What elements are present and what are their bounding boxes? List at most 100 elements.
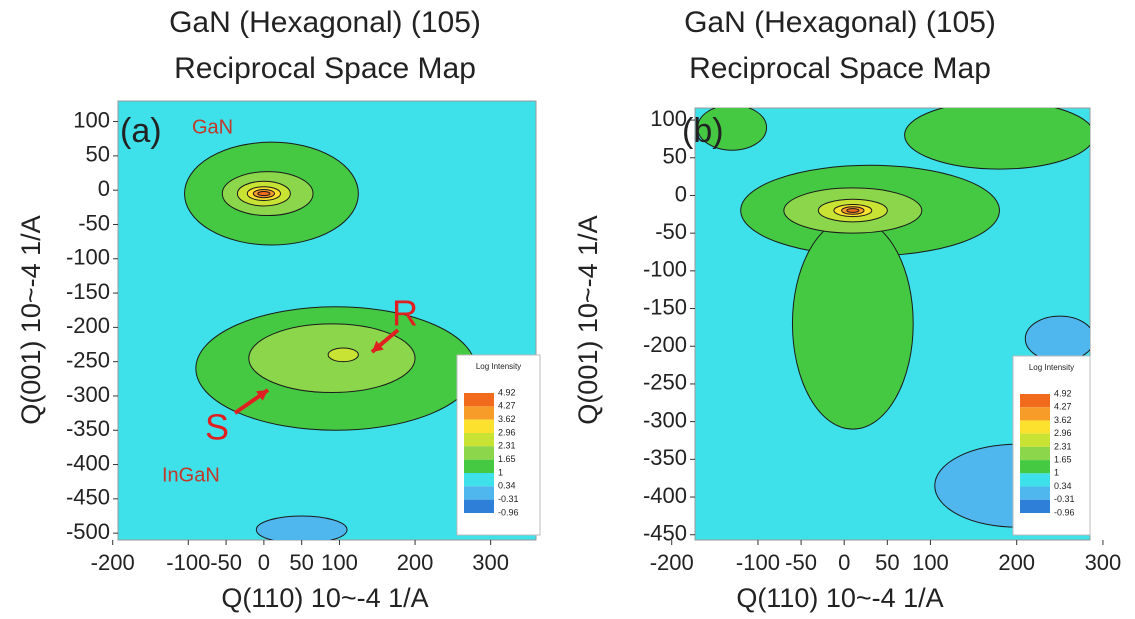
colorbar-swatch bbox=[464, 433, 494, 447]
y-tick-label: -500 bbox=[66, 519, 110, 544]
y-tick-label: -250 bbox=[66, 347, 110, 372]
colorbar-swatch bbox=[464, 419, 494, 433]
contour-region bbox=[257, 191, 271, 197]
y-tick-label: -300 bbox=[66, 382, 110, 407]
x-tick-label: 100 bbox=[912, 550, 949, 575]
y-tick-label: -100 bbox=[66, 245, 110, 270]
y-tick-label: -450 bbox=[643, 521, 687, 546]
annotation: (a) bbox=[120, 112, 162, 150]
colorbar-swatch bbox=[1020, 407, 1050, 421]
y-tick-label: -150 bbox=[66, 279, 110, 304]
x-tick-label: 300 bbox=[472, 550, 509, 575]
x-tick-label: 0 bbox=[258, 550, 270, 575]
colorbar-label: 0.34 bbox=[1054, 481, 1072, 491]
colorbar-swatch bbox=[464, 473, 494, 487]
colorbar-label: 1 bbox=[1054, 468, 1059, 478]
colorbar-swatch bbox=[464, 446, 494, 460]
x-tick-label: 200 bbox=[998, 550, 1035, 575]
colorbar-swatch bbox=[1020, 473, 1050, 487]
x-tick-label: -200 bbox=[91, 550, 135, 575]
contour-region bbox=[255, 515, 348, 540]
x-tick-label: -100 bbox=[736, 550, 780, 575]
colorbar-label: 4.27 bbox=[498, 401, 516, 411]
x-tick-label: 200 bbox=[397, 550, 434, 575]
contour-region bbox=[697, 108, 768, 151]
colorbar-swatch bbox=[1020, 446, 1050, 461]
y-tick-label: -350 bbox=[66, 416, 110, 441]
x-tick-label: 100 bbox=[321, 550, 358, 575]
x-tick-label: 300 bbox=[1085, 550, 1122, 575]
contour-region bbox=[327, 347, 359, 363]
contour-region bbox=[1024, 315, 1090, 362]
arrow-head bbox=[256, 390, 268, 401]
x-tick-label: -200 bbox=[650, 550, 694, 575]
colorbar-label: 1 bbox=[498, 467, 503, 477]
colorbar-label: 4.27 bbox=[1054, 402, 1072, 412]
colorbar-title: Log Intensity bbox=[1029, 363, 1074, 372]
colorbar-label: 2.96 bbox=[498, 427, 516, 437]
y-tick-label: -200 bbox=[66, 313, 110, 338]
colorbar-swatch bbox=[464, 459, 494, 473]
x-tick-label: 50 bbox=[289, 550, 313, 575]
colorbar-swatch bbox=[1020, 460, 1050, 474]
arrow-head bbox=[372, 340, 384, 352]
colorbar-swatch bbox=[1020, 433, 1050, 447]
colorbar-title: Log Intensity bbox=[476, 362, 521, 371]
x-tick-label: -50 bbox=[210, 550, 242, 575]
y-axis-label: Q(001) 10~-4 1/A bbox=[16, 215, 46, 424]
colorbar-label: 1.65 bbox=[498, 454, 516, 464]
annotation: (b) bbox=[682, 112, 724, 150]
x-tick-label: 50 bbox=[875, 550, 899, 575]
y-tick-label: -350 bbox=[643, 445, 687, 470]
y-tick-label: -450 bbox=[66, 485, 110, 510]
colorbar-swatch bbox=[464, 499, 494, 513]
colorbar-swatch bbox=[1020, 394, 1050, 408]
y-tick-label: -250 bbox=[643, 370, 687, 395]
contour-regions bbox=[697, 108, 1090, 528]
chart-title: GaN (Hexagonal) (105) bbox=[169, 6, 481, 39]
colorbar-label: 3.62 bbox=[498, 414, 516, 424]
annotation: R bbox=[392, 293, 418, 334]
annotation: S bbox=[205, 407, 229, 448]
colorbar-label: 1.65 bbox=[1054, 454, 1072, 464]
chart-title: GaN (Hexagonal) (105) bbox=[684, 6, 996, 39]
x-tick-label: -50 bbox=[785, 550, 817, 575]
colorbar-swatch bbox=[464, 486, 494, 500]
chart-subtitle: Reciprocal Space Map bbox=[174, 52, 476, 85]
colorbar-swatch bbox=[464, 393, 494, 407]
y-tick-label: -50 bbox=[78, 210, 110, 235]
colorbar-label: 4.92 bbox=[498, 387, 516, 397]
colorbar-label: 2.31 bbox=[498, 441, 516, 451]
y-tick-label: 0 bbox=[675, 181, 687, 206]
x-axis-label: Q(110) 10~-4 1/A bbox=[736, 583, 943, 613]
y-tick-label: -200 bbox=[643, 332, 687, 357]
x-tick-label: -100 bbox=[166, 550, 210, 575]
colorbar-label: 4.92 bbox=[1054, 388, 1072, 398]
colorbar-label: 2.31 bbox=[1054, 441, 1072, 451]
chart-subtitle: Reciprocal Space Map bbox=[689, 52, 991, 85]
contour-regions bbox=[184, 141, 477, 540]
y-tick-label: -300 bbox=[643, 407, 687, 432]
colorbar-swatch bbox=[1020, 499, 1050, 513]
x-axis-label: Q(110) 10~-4 1/A bbox=[221, 583, 428, 613]
colorbar-swatch bbox=[1020, 420, 1050, 434]
y-tick-label: 0 bbox=[98, 176, 110, 201]
colorbar-label: 0.34 bbox=[498, 481, 516, 491]
contour-region bbox=[846, 208, 860, 213]
y-tick-label: 50 bbox=[663, 144, 687, 169]
y-tick-label: -400 bbox=[643, 483, 687, 508]
colorbar-label: -0.31 bbox=[498, 494, 519, 504]
y-tick-label: -100 bbox=[643, 257, 687, 282]
y-tick-label: -150 bbox=[643, 294, 687, 319]
y-tick-label: 50 bbox=[86, 142, 110, 167]
contour-region bbox=[904, 108, 1090, 170]
colorbar-label: 3.62 bbox=[1054, 415, 1072, 425]
colorbar-label: -0.96 bbox=[498, 507, 519, 517]
x-tick-label: 0 bbox=[838, 550, 850, 575]
annotation: InGaN bbox=[162, 464, 220, 486]
colorbar-label: -0.31 bbox=[1054, 494, 1075, 504]
y-tick-label: 100 bbox=[73, 107, 110, 132]
colorbar-label: 2.96 bbox=[1054, 428, 1072, 438]
colorbar-swatch bbox=[1020, 486, 1050, 500]
